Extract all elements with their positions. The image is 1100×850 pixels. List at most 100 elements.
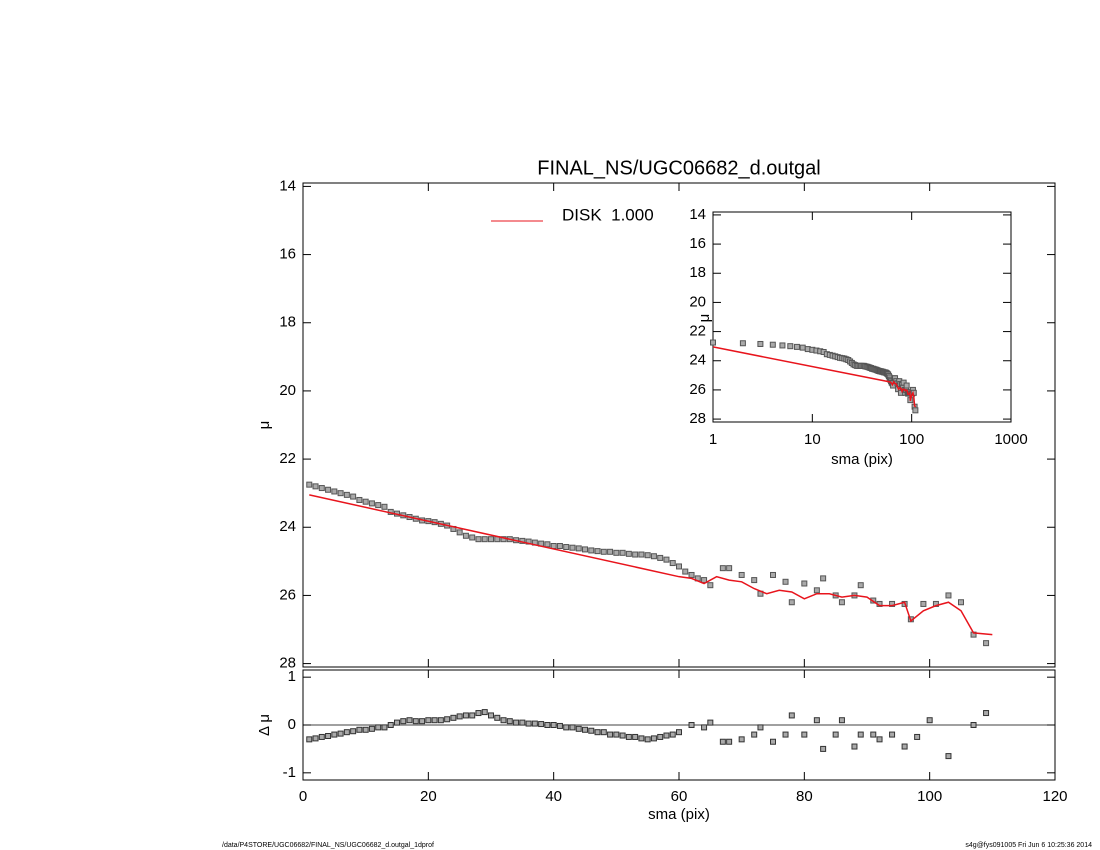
data-point (400, 718, 407, 725)
data-point (757, 724, 764, 731)
data-point (739, 340, 746, 347)
data-point (350, 728, 357, 735)
x-tick-label: 100 (899, 431, 924, 448)
data-point (419, 718, 426, 725)
data-point (343, 491, 350, 498)
data-point (431, 717, 438, 724)
data-point (462, 712, 469, 719)
data-point (588, 727, 595, 734)
data-point (588, 547, 595, 554)
data-point (519, 719, 526, 726)
x-tick-label: 0 (299, 788, 307, 805)
data-point (644, 736, 651, 743)
data-point (600, 548, 607, 555)
data-point (356, 726, 363, 733)
data-point (632, 733, 639, 740)
data-point (838, 717, 845, 724)
data-point (638, 735, 645, 742)
data-point (318, 485, 325, 492)
y-tick-label: 0 (288, 716, 296, 733)
data-point (594, 548, 601, 555)
data-point (337, 730, 344, 737)
data-point (375, 502, 382, 509)
data-point (782, 578, 789, 585)
data-point (356, 496, 363, 503)
data-point (920, 600, 927, 607)
y-tick-label: 16 (689, 235, 706, 252)
data-point (801, 731, 808, 738)
data-point (513, 719, 520, 726)
data-point (368, 500, 375, 507)
data-point (462, 532, 469, 539)
x-tick-label: 100 (917, 788, 942, 805)
data-point (563, 724, 570, 731)
data-point (663, 556, 670, 563)
data-point (801, 580, 808, 587)
data-point (820, 745, 827, 752)
y-tick-label: 14 (279, 177, 296, 194)
data-point (669, 731, 676, 738)
data-point (575, 545, 582, 552)
data-point (903, 382, 910, 389)
data-point (650, 735, 657, 742)
data-point (820, 575, 827, 582)
data-point (813, 587, 820, 594)
inset-frame (712, 211, 1012, 423)
data-point (770, 738, 776, 745)
data-point (613, 549, 620, 556)
y-axis-label: μ (256, 421, 273, 430)
data-point (488, 712, 494, 719)
data-point (600, 729, 607, 736)
data-point (857, 582, 864, 589)
y-tick-label: 28 (279, 655, 296, 672)
data-point (444, 716, 451, 723)
residual-y-label: Δ μ (256, 714, 273, 736)
legend-label: DISK 1.000 (562, 205, 654, 224)
data-point (437, 717, 444, 724)
x-axis-label: sma (pix) (648, 806, 710, 823)
data-point (594, 729, 601, 736)
data-point (682, 568, 689, 575)
data-point (607, 548, 614, 555)
data-point (707, 582, 714, 589)
data-point (368, 725, 375, 732)
data-point (857, 731, 864, 738)
data-point (544, 541, 551, 548)
x-tick-label: 1 (709, 431, 717, 448)
chart-title: FINAL_NS/UGC06682_d.outgal (537, 157, 821, 179)
data-point (575, 725, 582, 732)
data-point (362, 498, 369, 505)
data-point (550, 543, 557, 549)
data-point (701, 577, 708, 584)
data-point (456, 713, 463, 720)
x-tick-label: 40 (545, 788, 562, 805)
data-point (701, 724, 708, 731)
data-point (788, 599, 795, 606)
data-point (625, 733, 632, 740)
y-tick-label: 24 (279, 518, 296, 535)
x-tick-label: 10 (804, 431, 821, 448)
inset-x-label: sma (pix) (831, 451, 893, 468)
data-point (788, 712, 795, 719)
main-frame (302, 182, 1056, 668)
data-point (751, 577, 758, 584)
data-point (531, 720, 538, 727)
data-point (500, 717, 507, 724)
footer-right: s4g@fys091005 Fri Jun 6 10:25:36 2014 (965, 842, 1092, 849)
y-tick-label: 22 (689, 323, 706, 340)
data-point (475, 710, 482, 717)
data-point (412, 718, 419, 725)
data-point (945, 753, 952, 760)
data-point (650, 553, 657, 560)
data-point (901, 743, 908, 750)
data-point (838, 599, 845, 606)
y-tick-label: 20 (279, 382, 296, 399)
data-point (719, 565, 726, 572)
y-tick-label: 28 (689, 410, 706, 427)
data-point (425, 717, 432, 724)
data-point (757, 340, 764, 347)
data-point (569, 724, 576, 731)
data-point (770, 571, 776, 578)
data-point (500, 536, 507, 543)
